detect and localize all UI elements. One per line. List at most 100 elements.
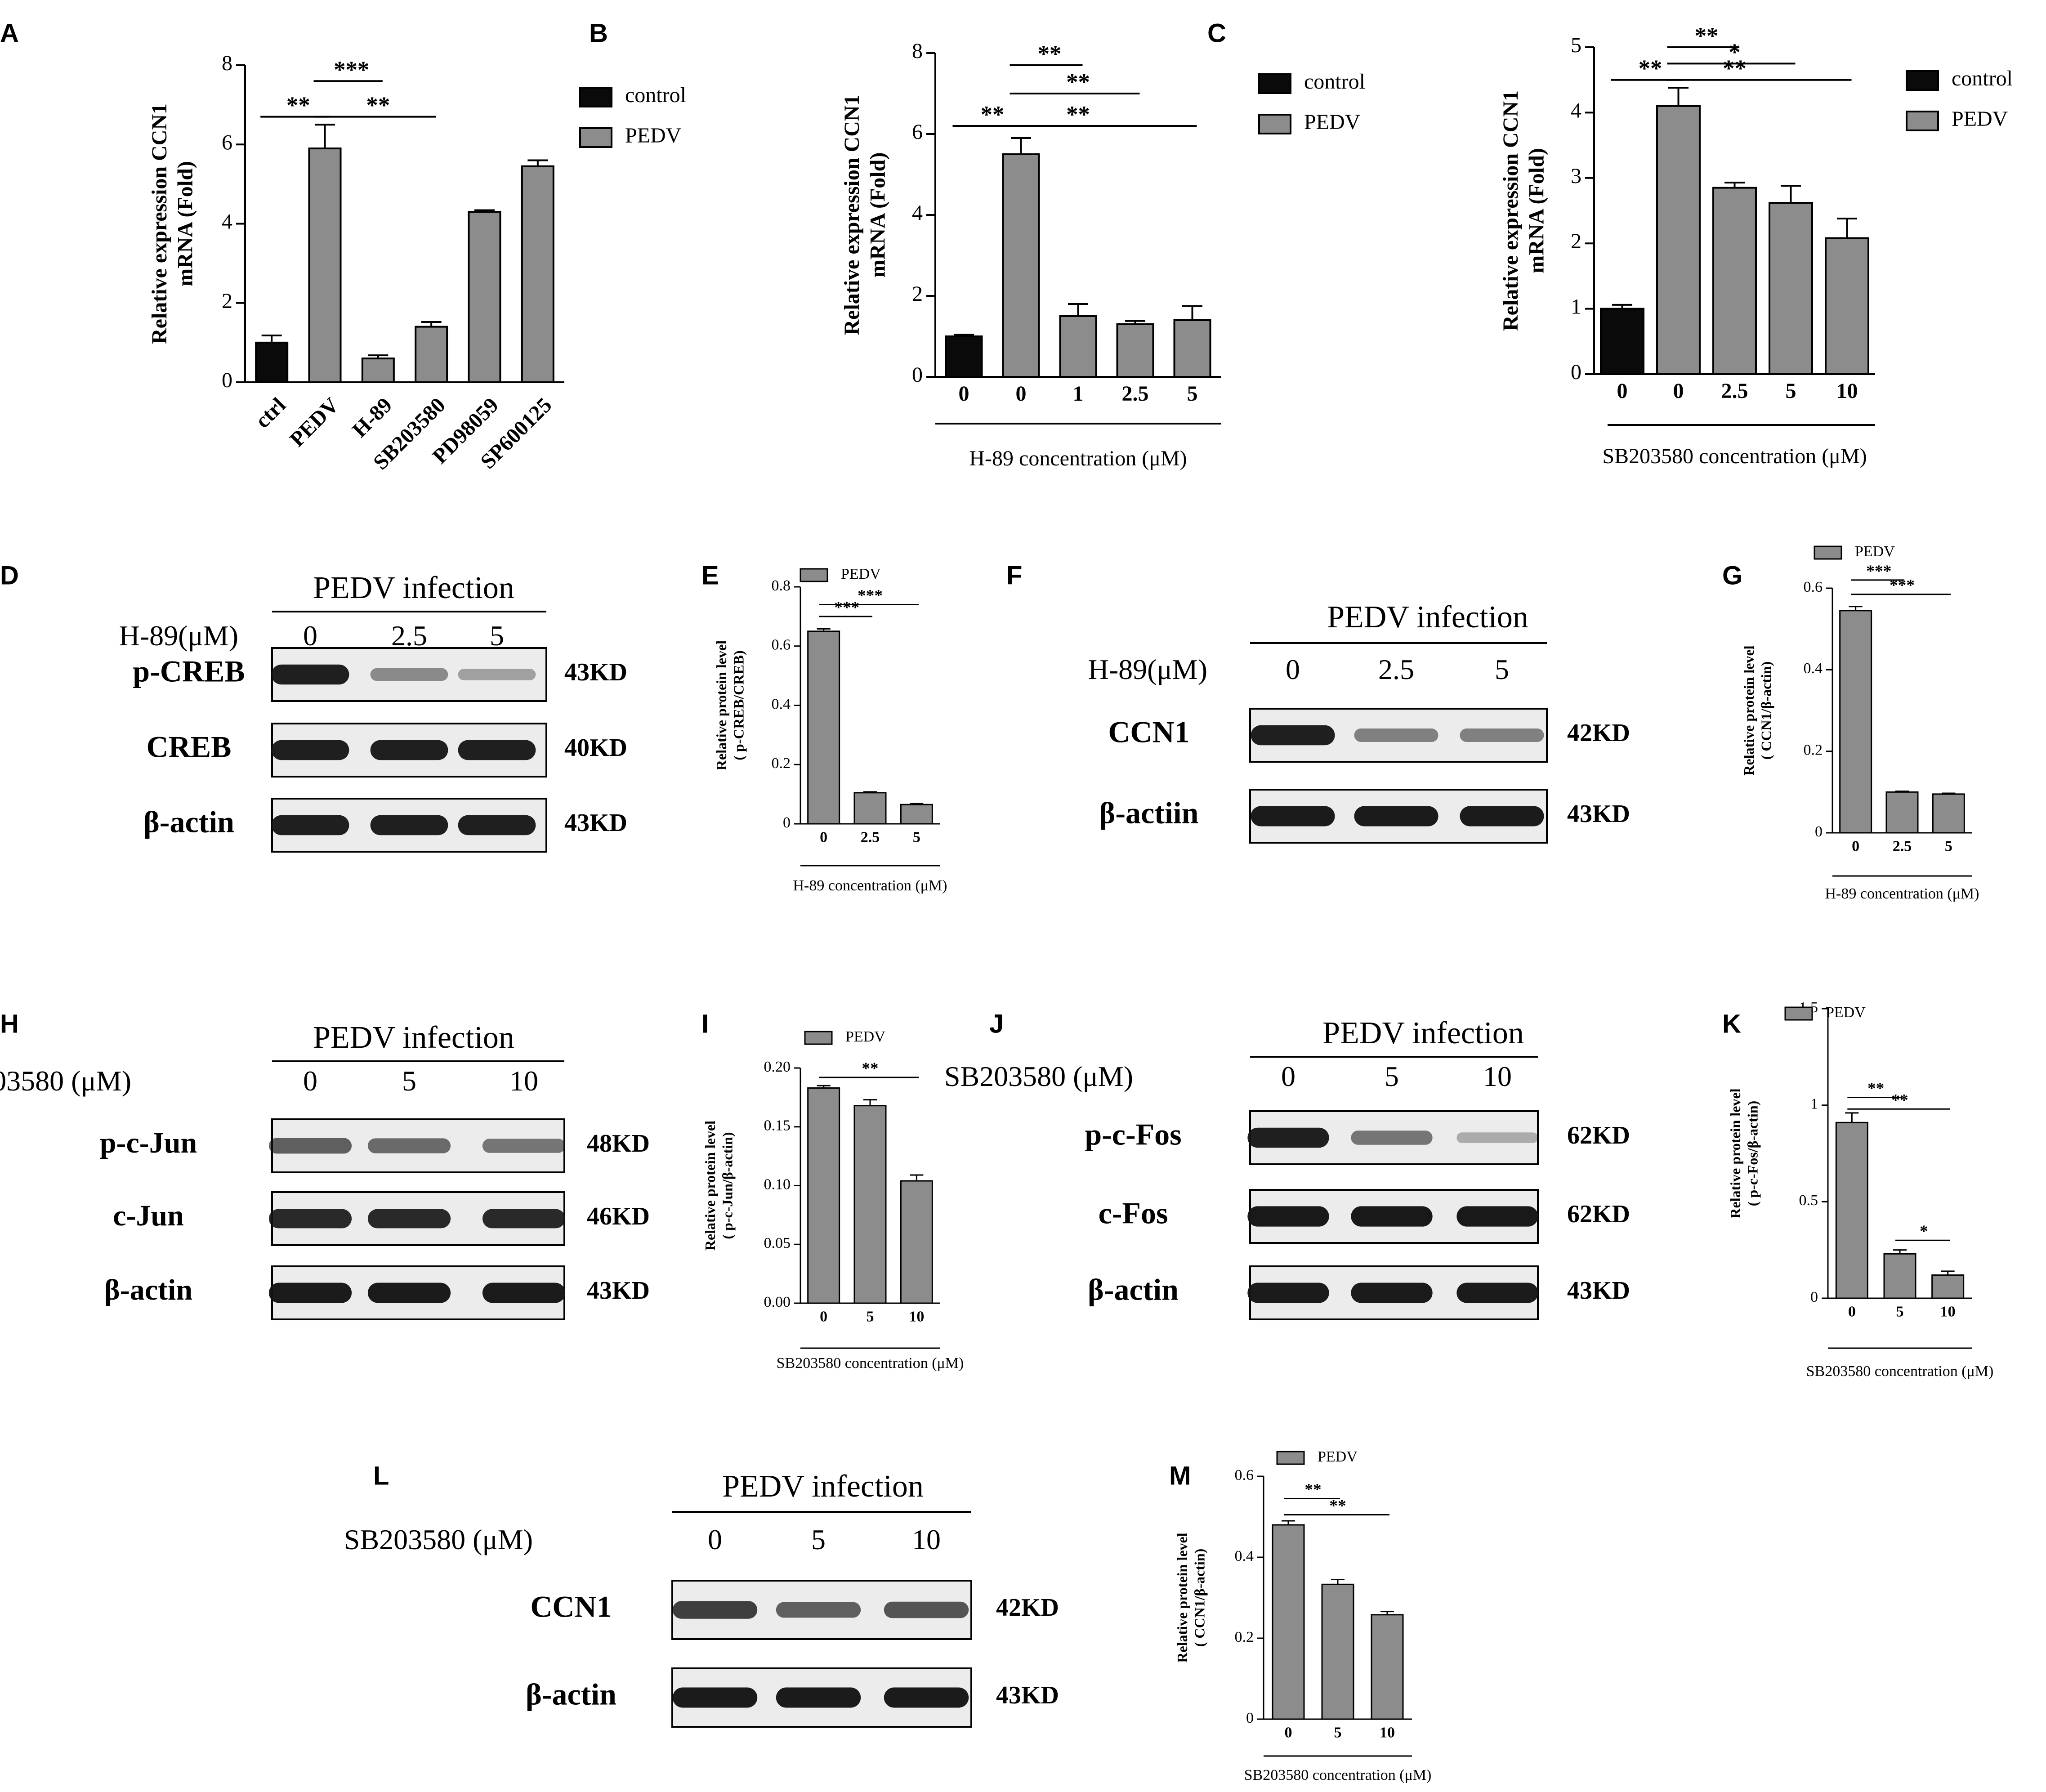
legend-label: PEDV (1318, 1448, 1358, 1465)
legend-swatch (1906, 70, 1939, 91)
molecular-weight-label: 43KD (587, 1277, 650, 1305)
protein-label: β-actin (143, 805, 234, 839)
x-axis-label: SB203580 concentration (μM) (777, 1355, 964, 1372)
y-axis-label: mRNA (Fold) (174, 161, 197, 286)
significance-label: ** (286, 93, 310, 119)
y-axis-label: Relative protein level (713, 640, 729, 770)
blot-H: PEDV infection SB203580 (μM) 0 5 10 p-c-Jun 48… (0, 1020, 650, 1320)
lane-label: 5 (811, 1524, 826, 1555)
protein-band (776, 1602, 861, 1618)
bar-H-89 (361, 358, 395, 383)
bar-2.5 (853, 792, 887, 825)
treatment-label: H-89(μM) (119, 620, 238, 652)
molecular-weight-label: 43KD (996, 1681, 1059, 1709)
protein-band (268, 1138, 352, 1154)
x-tick-label: 5 (1187, 382, 1198, 406)
lane-label: 0 (1286, 653, 1300, 685)
y-axis-label: Relative protein level (702, 1121, 718, 1251)
protein-band (268, 1209, 352, 1229)
protein-band (370, 815, 448, 836)
bar-5 (900, 804, 933, 825)
bar-10 (900, 1180, 933, 1304)
molecular-weight-label: 43KD (1567, 1277, 1630, 1305)
y-axis-label: Relative protein level (1174, 1533, 1190, 1662)
x-tick-label: 10 (1940, 1304, 1956, 1320)
lane-label: 10 (509, 1065, 538, 1097)
legend-label: PEDV (845, 1028, 885, 1045)
y-tick-label: 1 (1810, 1095, 1818, 1112)
x-tick-label: 10 (909, 1309, 924, 1325)
y-tick-label: 4 (222, 210, 232, 234)
x-axis-label: SB203580 concentration (μM) (1244, 1767, 1432, 1783)
treatment-label: H-89(μM) (1088, 653, 1207, 685)
legend-label: PEDV (841, 566, 881, 582)
y-tick-label: 0.2 (1235, 1629, 1254, 1645)
protein-band (1456, 1206, 1538, 1227)
y-tick-label: 0.10 (764, 1176, 791, 1193)
y-tick-label: 0 (1810, 1289, 1818, 1305)
protein-band (1247, 1127, 1329, 1148)
panel-letter-M: M (1169, 1461, 1191, 1491)
lane-label: 10 (1483, 1060, 1512, 1092)
blot-header: PEDV infection (1327, 600, 1528, 635)
y-tick-label: 0 (1571, 360, 1581, 384)
bar-ctrl (255, 341, 289, 383)
y-tick-label: 0.2 (772, 755, 791, 772)
y-axis-label: ( p-c-Fos/β-actin) (1744, 1101, 1760, 1207)
y-axis-label: ( p-c-Jun/β-actin) (719, 1132, 735, 1239)
bar-5 (1321, 1583, 1354, 1720)
protein-band (1456, 1283, 1538, 1303)
legend-swatch (804, 1031, 833, 1045)
chart-C: 0 1 2 3 4 5 Relative expression CCN1 mRNA (Fold… (1499, 23, 2013, 468)
y-tick-label: 2 (222, 289, 232, 313)
blot-header: PEDV infection (313, 1020, 514, 1055)
legend-swatch (800, 568, 828, 582)
x-tick-label: 0 (820, 829, 827, 846)
bar-2.5 (1712, 187, 1757, 375)
blot-L: PEDV infection SB203580 (μM) 0 5 10 CCN1 42KD β… (344, 1469, 1059, 1728)
x-tick-label: 0 (1617, 379, 1628, 403)
x-tick-label: 5 (1786, 379, 1796, 403)
legend-label: PEDV (1855, 543, 1895, 560)
protein-band (1456, 1132, 1538, 1143)
legend-label: PEDV (1304, 110, 1361, 134)
x-axis-label: H-89 concentration (μM) (969, 447, 1187, 470)
protein-band (367, 1283, 451, 1303)
bar-5 (1173, 319, 1211, 378)
protein-band (271, 664, 349, 685)
x-tick-label: 5 (1945, 838, 1952, 855)
significance-label: *** (834, 599, 859, 617)
x-tick-label: 0 (1848, 1304, 1856, 1320)
protein-label: p-CREB (133, 654, 245, 688)
y-tick-label: 0.00 (764, 1294, 791, 1310)
y-tick-label: 0 (783, 814, 791, 831)
x-tick-label: 0 (1285, 1725, 1292, 1741)
protein-band (1251, 725, 1335, 746)
bar-10 (1931, 1274, 1965, 1299)
protein-band (370, 740, 448, 760)
y-axis-label: Relative expression CCN1 (840, 94, 864, 335)
significance-label: ** (1329, 1497, 1346, 1515)
y-tick-label: 0.4 (1235, 1548, 1254, 1564)
protein-label: p-c-Jun (100, 1126, 197, 1159)
chart-B: 0 2 4 6 8 Relative expression CCN1 mRNA (Fold)… (840, 39, 1365, 470)
protein-band (458, 740, 536, 760)
bar-0 (807, 630, 840, 825)
y-axis-label: mRNA (Fold) (1525, 148, 1549, 273)
protein-label: β-actin (104, 1274, 192, 1306)
y-axis-label: Relative expression CCN1 (1499, 90, 1523, 331)
blot-D: PEDV infection H-89(μM) 0 2.5 5 p-CREB 43KD CRE… (119, 571, 627, 853)
lane-label: 2.5 (1378, 653, 1414, 685)
significance-label: ** (1066, 102, 1090, 128)
significance-label: ** (1304, 1481, 1321, 1499)
y-axis-label: ( CCN1/β-actin) (1758, 661, 1774, 760)
x-tick-label: 0 (820, 1309, 827, 1325)
lane-label: 5 (1495, 653, 1509, 685)
molecular-weight-label: 43KD (1567, 800, 1630, 828)
y-tick-label: 0.4 (772, 696, 791, 712)
bar-10 (1371, 1614, 1404, 1720)
protein-label: c-Fos (1099, 1196, 1168, 1230)
bar-SB203580 (415, 326, 448, 383)
protein-band (1351, 1206, 1433, 1227)
y-tick-label: 8 (912, 39, 923, 63)
